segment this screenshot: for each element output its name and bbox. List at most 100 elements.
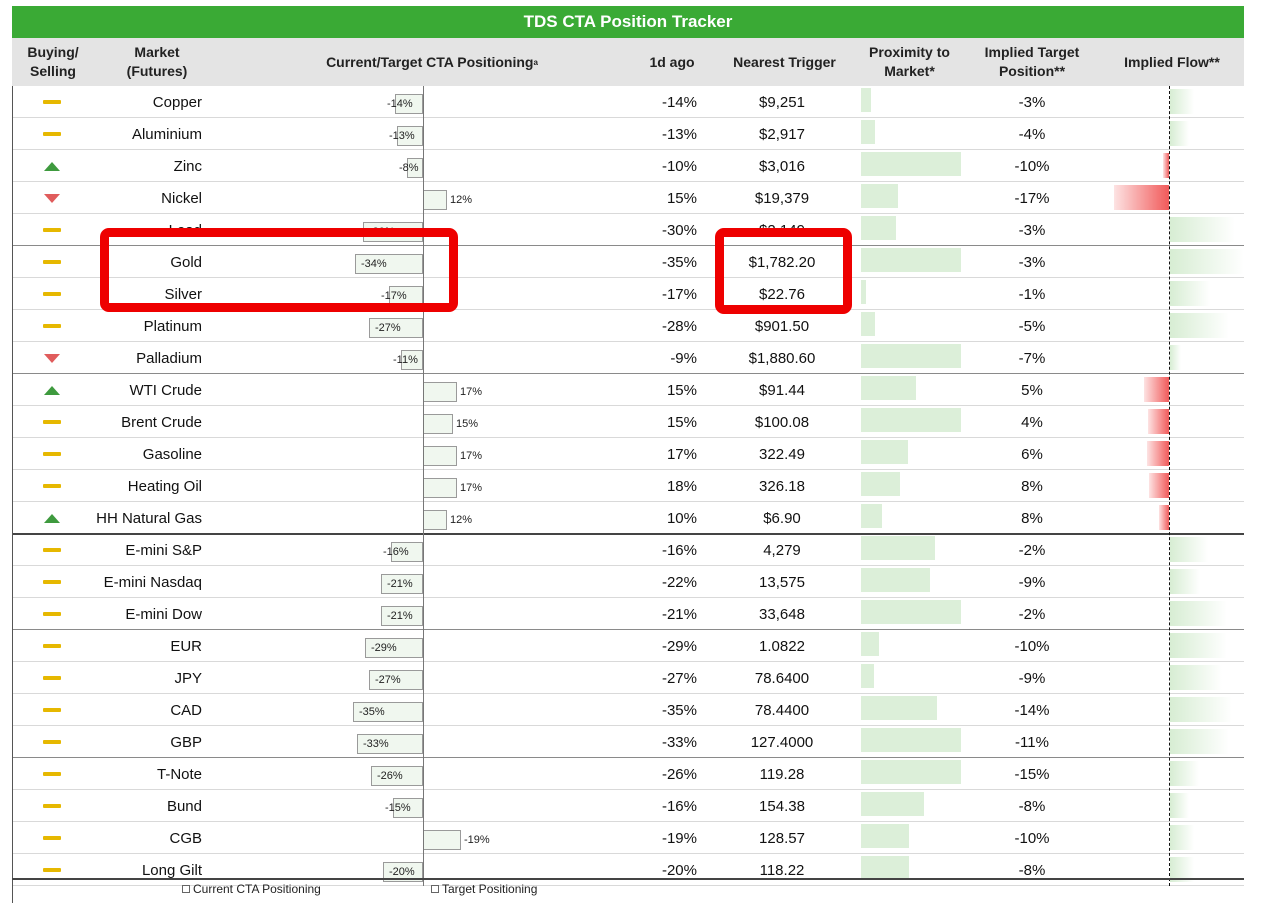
implied-flow-bar	[1170, 569, 1201, 594]
implied-flow-bar	[1144, 377, 1169, 402]
nearest-trigger-value: $1,782.20	[748, 253, 816, 271]
flow-zero-axis	[1169, 86, 1170, 886]
row-separator	[12, 501, 1244, 502]
row-separator	[12, 405, 1244, 406]
one-day-ago-value: 17%	[666, 445, 697, 463]
market-name: HH Natural Gas	[96, 509, 202, 527]
table-row: Copper -14% -14% $9,251 -3%	[12, 86, 1244, 118]
proximity-bar	[861, 216, 896, 240]
header-proximity-text: Proximity to Market*	[869, 44, 950, 79]
neutral-dash-icon	[43, 420, 61, 424]
neutral-dash-icon	[43, 580, 61, 584]
positioning-bar	[381, 606, 423, 626]
one-day-ago-value: -16%	[661, 797, 697, 815]
nearest-trigger-value: $1,880.60	[748, 349, 816, 367]
neutral-dash-icon	[43, 452, 61, 456]
proximity-bar	[861, 184, 898, 208]
signal-cell	[34, 598, 70, 630]
row-separator	[12, 469, 1244, 470]
one-day-ago-value: -26%	[661, 765, 697, 783]
implied-target-value: -10%	[1014, 829, 1050, 847]
implied-flow-bar	[1170, 217, 1235, 242]
signal-cell	[34, 406, 70, 438]
table-row: EUR -29% -29% 1.0822 -10%	[12, 630, 1244, 662]
positioning-label: -15%	[385, 802, 411, 814]
signal-cell	[34, 374, 70, 406]
market-name: Gasoline	[142, 445, 202, 463]
proximity-bar	[861, 408, 961, 432]
implied-flow-bar	[1170, 121, 1189, 146]
signal-cell	[34, 86, 70, 118]
one-day-ago-value: -35%	[661, 701, 697, 719]
signal-cell	[34, 310, 70, 342]
header-buying-selling: Buying/ Selling	[14, 38, 92, 86]
implied-flow-bar	[1170, 857, 1194, 882]
nearest-trigger-value: $6.90	[763, 509, 801, 527]
neutral-dash-icon	[43, 804, 61, 808]
signal-cell	[34, 342, 70, 374]
one-day-ago-value: -13%	[661, 125, 697, 143]
market-name: GBP	[170, 733, 202, 751]
positioning-label: 12%	[450, 514, 473, 526]
row-separator	[12, 309, 1244, 310]
market-name: JPY	[174, 669, 202, 687]
nearest-trigger-value: 127.4000	[750, 733, 814, 751]
implied-target-value: -10%	[1014, 637, 1050, 655]
implied-flow-bar	[1147, 409, 1169, 434]
market-name: CAD	[170, 701, 202, 719]
row-separator	[12, 693, 1244, 694]
neutral-dash-icon	[43, 612, 61, 616]
buy-triangle-icon	[44, 513, 60, 523]
market-name: Aluminium	[131, 125, 202, 143]
neutral-dash-icon	[43, 292, 61, 296]
neutral-dash-icon	[43, 100, 61, 104]
table-row: Zinc -8% -10% $3,016 -10%	[12, 150, 1244, 182]
implied-flow-bar	[1170, 601, 1227, 626]
positioning-bar	[423, 446, 457, 466]
signal-cell	[34, 662, 70, 694]
row-separator	[12, 181, 1244, 182]
row-separator	[12, 117, 1244, 118]
row-separator	[12, 885, 1244, 886]
proximity-bar	[861, 120, 875, 144]
implied-flow-bar	[1170, 697, 1232, 722]
legend-current: Current CTA Positioning	[182, 882, 321, 896]
one-day-ago-value: -20%	[661, 861, 697, 879]
one-day-ago-value: -35%	[661, 253, 697, 271]
one-day-ago-value: -19%	[661, 829, 697, 847]
nearest-trigger-value: 118.22	[759, 861, 805, 879]
neutral-dash-icon	[43, 740, 61, 744]
proximity-bar	[861, 664, 874, 688]
row-separator	[12, 341, 1244, 342]
positioning-label: -34%	[361, 258, 387, 270]
positioning-label: -33%	[363, 738, 389, 750]
positioning-label: -19%	[464, 834, 490, 846]
highlight-box-gold-silver-positioning	[100, 228, 458, 312]
implied-target-value: -2%	[1018, 541, 1046, 559]
buy-triangle-icon	[44, 161, 60, 171]
highlight-box-gold-silver-trigger	[715, 228, 852, 314]
positioning-label: -16%	[383, 546, 409, 558]
header-implied-target-text: Implied Target Position**	[984, 44, 1080, 79]
proximity-bar	[861, 536, 935, 560]
proximity-bar	[861, 824, 909, 848]
row-separator	[12, 629, 1244, 630]
nearest-trigger-value: $91.44	[759, 381, 805, 399]
table-row: HH Natural Gas 12% 10% $6.90 8%	[12, 502, 1244, 535]
positioning-bar	[391, 542, 423, 562]
implied-target-value: -1%	[1018, 285, 1046, 303]
nearest-trigger-value: 119.28	[759, 765, 805, 783]
row-separator	[12, 149, 1244, 150]
nearest-trigger-value: 4,279	[763, 541, 801, 559]
proximity-bar	[861, 696, 937, 720]
proximity-bar	[861, 440, 908, 464]
implied-target-value: -3%	[1018, 221, 1046, 239]
signal-cell	[34, 150, 70, 182]
positioning-bar	[423, 190, 447, 210]
neutral-dash-icon	[43, 132, 61, 136]
implied-target-value: -17%	[1014, 189, 1050, 207]
implied-flow-bar	[1149, 473, 1169, 498]
signal-cell	[34, 758, 70, 790]
proximity-bar	[861, 88, 871, 112]
positioning-label: -21%	[387, 610, 413, 622]
